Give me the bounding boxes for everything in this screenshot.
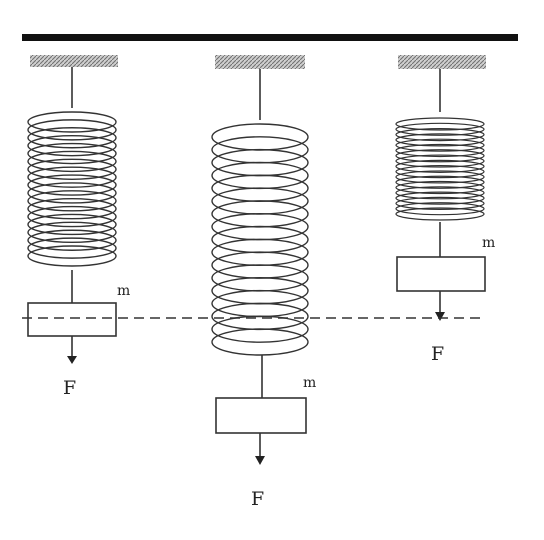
coil-turn bbox=[395, 117, 485, 131]
mass-block-3 bbox=[396, 256, 486, 292]
coil-turn bbox=[27, 229, 117, 251]
coil-turn bbox=[395, 175, 485, 189]
coil-turn bbox=[27, 182, 117, 204]
coil-turn bbox=[211, 315, 309, 343]
spring-coil-3 bbox=[395, 117, 485, 221]
coil-turn bbox=[27, 174, 117, 196]
coil-turn bbox=[395, 207, 485, 221]
coil-turn bbox=[211, 328, 309, 356]
mass-label-1: m bbox=[117, 283, 130, 299]
spring-coil-1 bbox=[27, 111, 117, 267]
coil-turn bbox=[395, 191, 485, 205]
coil-turn bbox=[395, 170, 485, 184]
coil-turn bbox=[27, 111, 117, 133]
mass-block-1 bbox=[27, 302, 117, 337]
top-bar bbox=[22, 34, 518, 41]
coil-turn bbox=[27, 221, 117, 244]
mass-label-2: m bbox=[303, 375, 316, 391]
coil-turn bbox=[27, 134, 117, 157]
force-arrow-head-1 bbox=[67, 356, 77, 364]
force-arrow-head-2 bbox=[255, 456, 265, 465]
coil-turn bbox=[27, 190, 117, 212]
coil-turn bbox=[395, 133, 485, 147]
coil-turn bbox=[27, 166, 117, 188]
coil-turn bbox=[27, 158, 117, 180]
coil-turn bbox=[395, 180, 485, 195]
coil-turn bbox=[27, 150, 117, 173]
coil-turn bbox=[27, 127, 117, 149]
coil-turn bbox=[395, 127, 485, 142]
ceiling-support-1 bbox=[30, 55, 118, 67]
coil-turn bbox=[27, 205, 117, 228]
spring-system-2: m F bbox=[211, 55, 316, 510]
force-label-2: F bbox=[251, 488, 264, 510]
force-label-3: F bbox=[431, 343, 444, 365]
spring-coil-2 bbox=[211, 123, 309, 356]
coil-turn bbox=[27, 198, 117, 220]
coil-turn bbox=[395, 159, 485, 173]
coil-turn bbox=[395, 186, 485, 200]
mass-block-2 bbox=[215, 397, 307, 434]
spring-system-1: m F bbox=[27, 55, 130, 399]
coil-turn bbox=[27, 119, 117, 141]
coil-turn bbox=[395, 149, 485, 163]
coil-turn bbox=[395, 122, 485, 136]
mass-label-3: m bbox=[482, 235, 495, 251]
coil-turn bbox=[395, 154, 485, 168]
coil-turn bbox=[395, 202, 485, 216]
coil-turn bbox=[27, 245, 117, 267]
spring-system-3: m F bbox=[395, 55, 495, 365]
coil-turn bbox=[395, 143, 485, 158]
coil-turn bbox=[395, 138, 485, 152]
force-arrow-head-3 bbox=[435, 312, 445, 321]
force-label-1: F bbox=[63, 377, 76, 399]
ceiling-support-3 bbox=[398, 55, 486, 69]
coil-turn bbox=[395, 165, 485, 179]
coil-turn bbox=[27, 213, 117, 236]
coil-turn bbox=[27, 142, 117, 165]
ceiling-support-2 bbox=[215, 55, 305, 69]
coil-turn bbox=[27, 237, 117, 259]
coil-turn bbox=[395, 196, 485, 211]
